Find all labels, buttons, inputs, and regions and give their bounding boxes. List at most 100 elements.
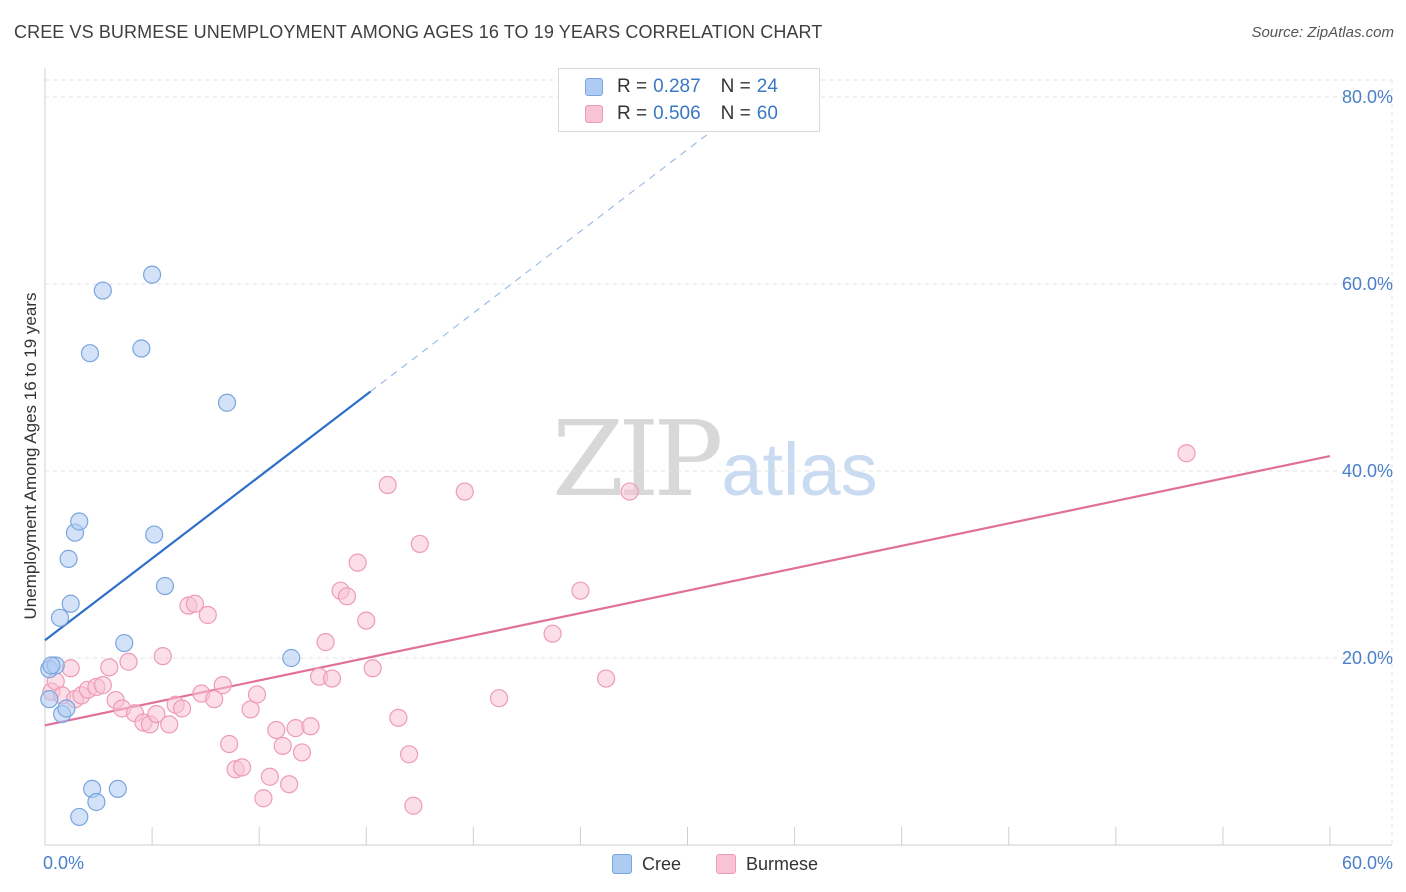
legend-swatch-cree: [585, 78, 603, 96]
data-point-burmese: [172, 699, 192, 718]
data-point-burmese: [205, 690, 224, 709]
data-point-burmese: [292, 743, 312, 762]
bottom-legend-swatch-burmese: [716, 854, 736, 874]
legend-r-value: 0.287: [653, 76, 701, 97]
legend-r-label: R =: [617, 103, 648, 124]
correlation-legend: R = 0.287 N = 24 R = 0.506 N = 60: [558, 68, 820, 132]
data-point-cree: [61, 594, 80, 613]
data-point-burmese: [410, 534, 429, 554]
bottom-legend-label-cree: Cree: [642, 853, 682, 874]
y-axis-label: Unemployment Among Ages 16 to 19 years: [21, 292, 40, 620]
watermark-zip: ZIP: [552, 398, 723, 520]
bottom-legend-label-burmese: Burmese: [746, 853, 819, 874]
data-point-burmese: [185, 594, 205, 613]
data-point-burmese: [273, 736, 292, 755]
data-points: [40, 265, 1196, 827]
data-point-burmese: [153, 647, 172, 666]
y-tick-label: 20.0%: [1342, 648, 1393, 668]
data-point-burmese: [348, 553, 367, 572]
trend-line-cree: [44, 390, 372, 642]
data-point-burmese: [378, 475, 397, 495]
source-credit: Source: ZipAtlas.com: [1251, 24, 1394, 41]
tick-labels: 20.0% 40.0% 60.0% 80.0% 0.0% 60.0%: [43, 87, 1393, 873]
data-point-burmese: [286, 719, 305, 738]
legend-r-label: R =: [617, 76, 648, 97]
watermark: ZIPatlas: [552, 398, 878, 520]
data-point-cree: [93, 281, 112, 300]
data-point-burmese: [404, 796, 423, 815]
data-point-burmese: [399, 745, 419, 764]
trend-lines: [44, 124, 1331, 727]
data-point-burmese: [322, 669, 342, 688]
data-point-burmese: [620, 482, 639, 501]
data-point-burmese: [543, 624, 562, 643]
chart-title: CREE VS BURMESE UNEMPLOYMENT AMONG AGES …: [14, 22, 823, 42]
data-point-cree: [40, 690, 59, 709]
data-point-cree: [80, 344, 100, 363]
y-tick-label: 80.0%: [1342, 87, 1393, 107]
data-point-burmese: [260, 767, 279, 786]
data-point-burmese: [301, 717, 320, 736]
legend-n-label: N =: [720, 103, 751, 124]
data-point-burmese: [489, 689, 509, 708]
legend-row-burmese: R = 0.506 N = 60: [585, 102, 778, 126]
data-point-burmese: [100, 658, 119, 677]
data-point-burmese: [198, 605, 217, 625]
data-point-cree: [50, 608, 70, 627]
legend-r-value: 0.506: [653, 103, 701, 124]
y-tick-label: 60.0%: [1342, 274, 1393, 294]
watermark-atlas: atlas: [721, 428, 878, 511]
data-point-burmese: [571, 581, 590, 600]
grid-lines: [45, 79, 1393, 845]
data-point-cree: [70, 807, 89, 827]
data-point-burmese: [160, 715, 179, 734]
data-point-burmese: [363, 659, 382, 678]
data-point-burmese: [213, 676, 232, 695]
data-point-cree: [142, 265, 162, 284]
bottom-legend-cree: Cree: [612, 852, 681, 876]
axes: [44, 68, 1392, 846]
x-tick-label-max: 60.0%: [1342, 853, 1393, 873]
bottom-legend-burmese: Burmese: [716, 852, 818, 876]
data-point-burmese: [1177, 444, 1196, 463]
data-point-cree: [115, 633, 134, 653]
data-point-burmese: [61, 659, 80, 678]
data-point-cree: [145, 525, 164, 544]
data-point-burmese: [220, 734, 239, 754]
y-tick-label: 40.0%: [1342, 461, 1393, 481]
data-point-burmese: [455, 482, 474, 501]
data-point-burmese: [119, 652, 138, 671]
data-point-burmese: [241, 700, 260, 719]
data-point-burmese: [357, 611, 376, 630]
data-point-burmese: [389, 708, 408, 727]
trend-extension-cree: [370, 124, 720, 393]
data-point-burmese: [232, 758, 252, 777]
data-point-burmese: [316, 633, 335, 652]
data-point-burmese: [337, 587, 357, 606]
data-point-cree: [87, 792, 106, 812]
data-point-burmese: [254, 789, 273, 808]
data-point-burmese: [597, 669, 616, 688]
data-point-burmese: [267, 720, 286, 740]
data-point-burmese: [93, 676, 112, 695]
legend-n-value: 60: [756, 103, 778, 124]
data-point-burmese: [280, 775, 299, 794]
data-point-cree: [217, 393, 237, 412]
data-point-cree: [155, 576, 175, 596]
data-point-cree: [59, 549, 78, 568]
legend-n-value: 24: [756, 76, 778, 97]
data-point-cree: [132, 339, 151, 358]
x-tick-label-min: 0.0%: [43, 853, 84, 873]
data-point-burmese: [247, 685, 267, 704]
trend-line-burmese: [44, 454, 1331, 727]
data-point-cree: [42, 656, 61, 675]
data-point-cree: [108, 779, 127, 799]
legend-swatch-burmese: [585, 105, 603, 123]
bottom-legend-swatch-cree: [612, 854, 632, 874]
data-point-cree: [70, 512, 89, 531]
data-point-cree: [57, 699, 76, 718]
data-point-cree: [282, 648, 301, 668]
legend-row-cree: R = 0.287 N = 24: [585, 75, 778, 99]
legend-n-label: N =: [720, 76, 751, 97]
